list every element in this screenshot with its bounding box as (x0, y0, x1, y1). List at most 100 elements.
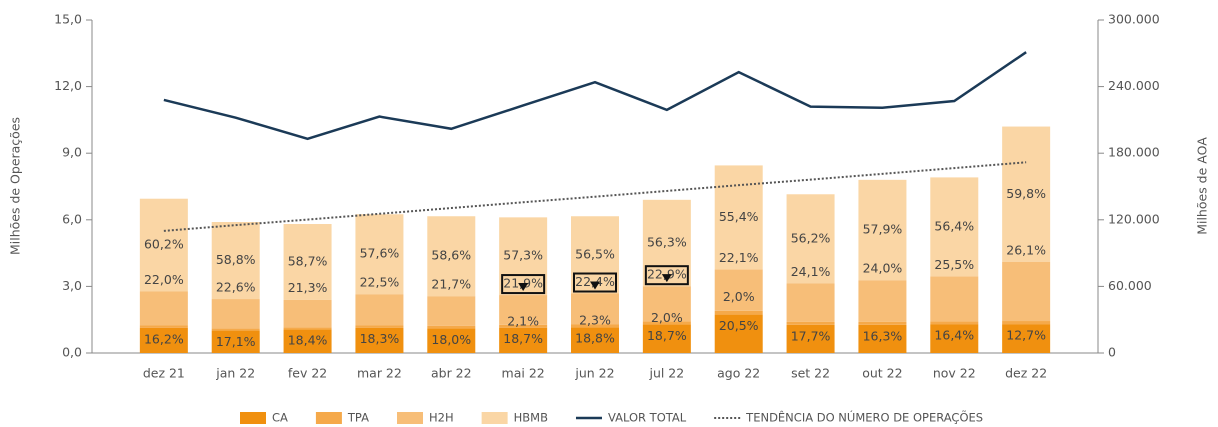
bar-segment (642, 321, 691, 325)
y-tick-label: 6,0 (62, 211, 82, 226)
bar-segment (283, 224, 332, 300)
bar-segment (1002, 324, 1051, 353)
data-label: 18,4% (288, 333, 328, 348)
data-label: 58,6% (431, 248, 471, 263)
data-label: 21,7% (431, 277, 471, 292)
data-label: 17,1% (216, 334, 256, 349)
y-tick-label: 9,0 (62, 145, 82, 160)
data-label: 16,2% (144, 331, 184, 346)
data-label: 56,2% (791, 230, 831, 245)
data-label: 20,5% (719, 318, 759, 333)
bar-segment (786, 194, 835, 284)
bar-segment (499, 324, 548, 328)
data-label: 57,3% (503, 248, 543, 263)
bar-segment (211, 299, 260, 329)
bar-segment (714, 165, 763, 270)
bar-segment (283, 329, 332, 353)
bar-segment (858, 324, 907, 353)
x-tick-label: fev 22 (288, 366, 327, 381)
data-label: 21,3% (288, 280, 328, 295)
bar-segment (786, 283, 835, 322)
data-label: 18,0% (431, 332, 471, 347)
bar-segment (283, 299, 332, 328)
data-label: 18,7% (503, 331, 543, 346)
bar-segment (714, 314, 763, 353)
y2-tick-label: 180.000 (1108, 145, 1160, 160)
bar-segment (571, 293, 619, 325)
x-tick-label: jan 22 (215, 366, 255, 381)
data-label: 59,8% (1006, 186, 1046, 201)
x-tick-label: set 22 (791, 366, 830, 381)
bar-segment (427, 216, 476, 297)
legend-label: VALOR TOTAL (608, 411, 687, 425)
bar-segment (139, 198, 188, 292)
x-tick-label: abr 22 (431, 366, 472, 381)
y-axis-title: Milhões de Operações (8, 117, 23, 255)
bar-segment (1002, 321, 1051, 325)
legend-label: H2H (429, 411, 454, 425)
x-tick-label: nov 22 (933, 366, 976, 381)
data-label: 56,4% (934, 218, 974, 233)
bar-segment (283, 327, 332, 330)
bar-segment (211, 222, 260, 300)
bar-segment (571, 324, 619, 328)
highlight-box (501, 274, 546, 295)
data-label: 2,0% (723, 289, 755, 304)
bar-segment (930, 324, 979, 353)
bar-segment (786, 321, 835, 325)
data-label: 58,7% (288, 253, 328, 268)
bar-segment (1002, 126, 1051, 262)
bar-segment (642, 286, 691, 322)
bar-segment (499, 327, 548, 353)
bar-segment (858, 280, 907, 322)
y2-tick-label: 120.000 (1108, 211, 1160, 226)
data-label: 24,0% (863, 261, 903, 276)
bar-segment (786, 324, 835, 353)
data-label: 18,7% (647, 328, 687, 343)
bar-segment (139, 325, 188, 328)
legend-label: TENDÊNCIA DO NÚMERO DE OPERAÇÕES (745, 410, 983, 425)
legend-label: HBMB (514, 411, 548, 425)
data-label: 57,9% (863, 222, 903, 237)
bar-segment (427, 328, 476, 353)
data-label: 60,2% (144, 237, 184, 252)
data-label: 58,8% (216, 252, 256, 267)
bar-segment (427, 296, 476, 326)
x-tick-label: jun 22 (574, 366, 614, 381)
data-label: 22,5% (360, 275, 400, 290)
data-label: 22,6% (216, 280, 256, 295)
data-label: 18,3% (360, 331, 400, 346)
data-label: 17,7% (791, 328, 831, 343)
data-label: 24,1% (791, 264, 831, 279)
data-label: 18,8% (575, 331, 615, 346)
data-label: 12,7% (1006, 328, 1046, 343)
y2-tick-label: 240.000 (1108, 78, 1160, 93)
data-label: 56,5% (575, 246, 615, 261)
y2-tick-label: 0 (1108, 345, 1116, 360)
bar-segment (499, 295, 548, 325)
legend-swatch (240, 412, 266, 424)
x-tick-label: out 22 (862, 366, 902, 381)
data-label: 16,4% (934, 328, 974, 343)
bar-segment (1002, 261, 1051, 322)
x-tick-label: dez 22 (1005, 366, 1047, 381)
data-label: 55,4% (719, 209, 759, 224)
y-tick-label: 0,0 (62, 345, 82, 360)
data-label: 57,6% (360, 246, 400, 261)
bar-segment (930, 321, 979, 325)
bar-segment (714, 269, 763, 311)
bar-segment (355, 214, 404, 295)
data-label: 2,0% (651, 310, 683, 325)
bar-segment (714, 310, 763, 315)
trend-line (163, 161, 1027, 232)
y2-tick-label: 60.000 (1108, 278, 1152, 293)
y2-axis-title: Milhões de AOA (1195, 137, 1210, 235)
y-tick-label: 15,0 (54, 12, 82, 27)
y-tick-label: 12,0 (54, 78, 82, 93)
bar-segment (499, 217, 548, 296)
highlight-arrow (590, 281, 600, 290)
bar-segment (355, 325, 404, 328)
bar-segment (427, 325, 476, 329)
highlight-box (573, 272, 617, 293)
